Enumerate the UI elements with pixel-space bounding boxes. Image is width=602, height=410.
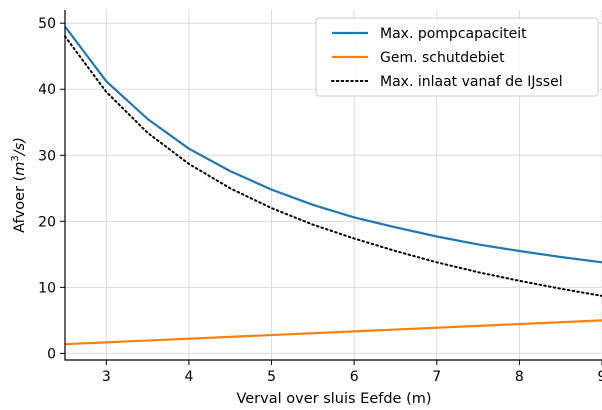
y-axis-ticks: 0 10 20 30 40 50 xyxy=(38,16,65,362)
x-tick-label: 6 xyxy=(350,369,359,385)
y-tick-label: 0 xyxy=(47,346,56,362)
y-axis-title: Afvoer (m3/s) xyxy=(10,137,28,233)
x-tick-label: 5 xyxy=(267,369,276,385)
axes-frame xyxy=(64,10,602,361)
series-line-2 xyxy=(64,35,602,297)
series-line-0 xyxy=(64,25,602,264)
x-tick-label: 9 xyxy=(598,369,602,385)
legend-label-1: Gem. schutdebiet xyxy=(380,50,505,66)
legend-label-0: Max. pompcapaciteit xyxy=(380,26,527,42)
y-tick-label: 50 xyxy=(38,16,56,32)
x-tick-label: 4 xyxy=(184,369,193,385)
legend-label-2: Max. inlaat vanaf de IJssel xyxy=(380,74,563,90)
x-tick-label: 8 xyxy=(515,369,524,385)
legend: Max. pompcapaciteit Gem. schutdebiet Max. … xyxy=(315,17,599,97)
y-tick-label: 10 xyxy=(38,280,56,296)
series-line-1 xyxy=(64,319,602,346)
y-tick-label: 40 xyxy=(38,82,56,98)
x-tick-label: 3 xyxy=(102,369,111,385)
y-tick-label: 20 xyxy=(38,214,56,230)
axes-spine xyxy=(64,10,602,361)
y-tick-label: 30 xyxy=(38,148,56,164)
x-tick-label: 7 xyxy=(432,369,441,385)
x-axis-ticks: 3 4 5 6 7 8 9 xyxy=(102,360,602,385)
legend-box xyxy=(315,17,599,97)
plot-series xyxy=(64,25,602,346)
x-axis-title: Verval over sluis Eefde (m) xyxy=(236,391,431,407)
